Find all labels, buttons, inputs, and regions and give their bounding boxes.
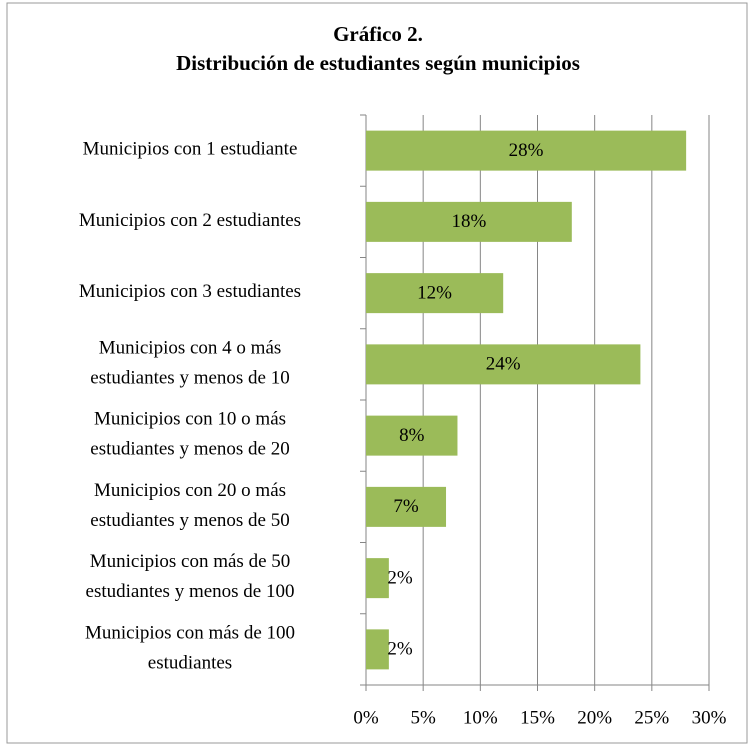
- x-tick-label: 25%: [634, 707, 669, 728]
- data-label: 28%: [509, 140, 544, 161]
- bar: [366, 629, 389, 670]
- data-label: 8%: [399, 425, 425, 446]
- bar: [366, 558, 389, 599]
- x-tick-label: 15%: [520, 707, 555, 728]
- x-tick-label: 30%: [692, 707, 727, 728]
- x-tick-label: 0%: [353, 707, 379, 728]
- chart-subtitle: Distribución de estudiantes según munici…: [176, 51, 580, 75]
- bar: [366, 344, 641, 385]
- data-label: 7%: [393, 496, 419, 517]
- data-label: 24%: [486, 354, 521, 375]
- y-tick-label: Municipios con 1 estudiante: [83, 139, 298, 160]
- x-tick-label: 20%: [577, 707, 612, 728]
- data-label: 2%: [387, 639, 413, 660]
- bar: [366, 486, 447, 527]
- chart-title: Gráfico 2.: [333, 22, 423, 46]
- y-tick-label: Municipios con 3 estudiantes: [79, 281, 301, 302]
- bar: [366, 130, 687, 171]
- y-tick-label: Municipios con 20 o más estudiantes y men…: [90, 480, 289, 531]
- y-tick-label: Municipios con más de 50 estudiantes y me…: [86, 551, 295, 602]
- y-tick-label: Municipios con 2 estudiantes: [79, 210, 301, 231]
- x-tick-label: 10%: [463, 707, 498, 728]
- bar: [366, 201, 572, 242]
- y-tick-label: Municipios con más de 100 estudiantes: [85, 623, 295, 674]
- bar: [366, 273, 504, 314]
- y-tick-label: Municipios con 4 o más estudiantes y meno…: [90, 338, 289, 389]
- bar: [366, 415, 458, 456]
- x-tick-label: 5%: [411, 707, 437, 728]
- data-label: 18%: [451, 211, 486, 232]
- y-tick-label: Municipios con 10 o más estudiantes y men…: [90, 409, 289, 460]
- data-label: 12%: [417, 282, 452, 303]
- data-label: 2%: [387, 567, 413, 588]
